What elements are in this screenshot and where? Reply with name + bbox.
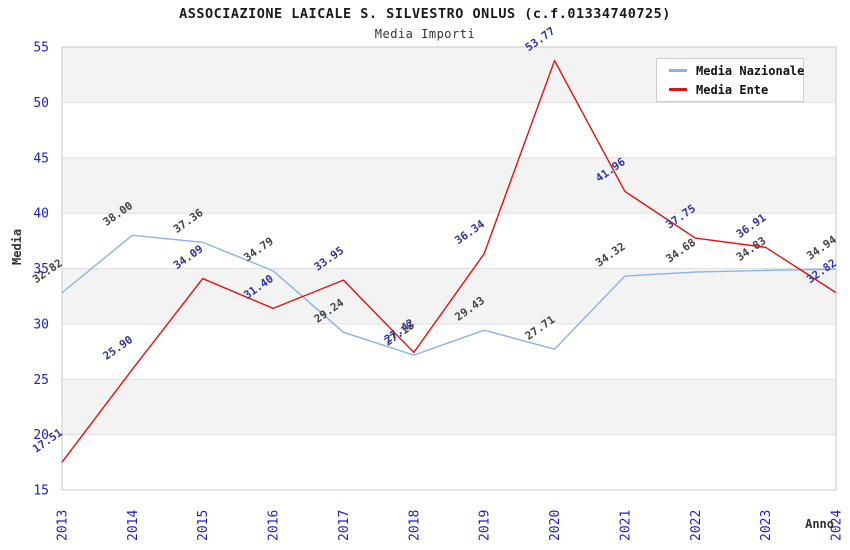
legend-label-media-nazionale: Media Nazionale bbox=[696, 63, 805, 78]
legend-item-media-nazionale: Media Nazionale bbox=[669, 63, 805, 78]
x-tick-label: 2017 bbox=[337, 510, 352, 541]
y-tick-label: 15 bbox=[33, 484, 49, 499]
y-tick-label: 55 bbox=[33, 41, 49, 56]
x-tick-label: 2021 bbox=[618, 510, 633, 541]
y-tick-label: 40 bbox=[33, 207, 49, 222]
legend-item-media-ente: Media Ente bbox=[669, 83, 803, 97]
media-ente-line bbox=[61, 59, 837, 463]
y-tick-label: 20 bbox=[33, 428, 49, 443]
x-tick-label: 2024 bbox=[830, 510, 845, 541]
chart-subtitle: Media Importi bbox=[374, 27, 476, 41]
plot-band bbox=[62, 268, 836, 324]
x-tick-label: 2013 bbox=[56, 510, 71, 541]
y-axis-title: Media bbox=[10, 228, 24, 265]
plot-band bbox=[62, 379, 836, 435]
plot-band bbox=[62, 323, 836, 380]
x-tick-label: 2020 bbox=[548, 510, 563, 541]
y-tick-label: 45 bbox=[33, 151, 49, 166]
plot-band bbox=[62, 157, 836, 214]
y-tick-label: 25 bbox=[33, 373, 49, 388]
plot-border bbox=[61, 46, 837, 491]
legend-label-media-ente: Media Ente bbox=[696, 82, 769, 97]
legend: Media Nazionale Media Ente bbox=[656, 58, 804, 102]
x-tick-label: 2014 bbox=[126, 510, 141, 541]
x-tick-label: 2023 bbox=[759, 510, 774, 541]
x-axis-title: Anno bbox=[805, 517, 834, 531]
chart-title: ASSOCIAZIONE LAICALE S. SILVESTRO ONLUS … bbox=[179, 6, 671, 22]
y-tick-label: 30 bbox=[33, 317, 49, 332]
y-tick-label: 50 bbox=[33, 96, 49, 111]
x-tick-label: 2018 bbox=[407, 510, 422, 541]
x-tick-label: 2016 bbox=[267, 510, 282, 541]
y-tick-label: 35 bbox=[33, 262, 49, 277]
legend-swatch-media-ente bbox=[669, 88, 687, 91]
media-nazionale-line bbox=[61, 234, 837, 356]
plot-band bbox=[62, 434, 836, 490]
legend-swatch-media-nazionale bbox=[669, 69, 687, 72]
media-nazionale-point-label: 32.82 bbox=[30, 256, 65, 286]
x-tick-label: 2019 bbox=[478, 510, 493, 541]
x-tick-label: 2015 bbox=[196, 510, 211, 541]
x-tick-label: 2022 bbox=[689, 510, 704, 541]
plot-band bbox=[62, 102, 836, 158]
